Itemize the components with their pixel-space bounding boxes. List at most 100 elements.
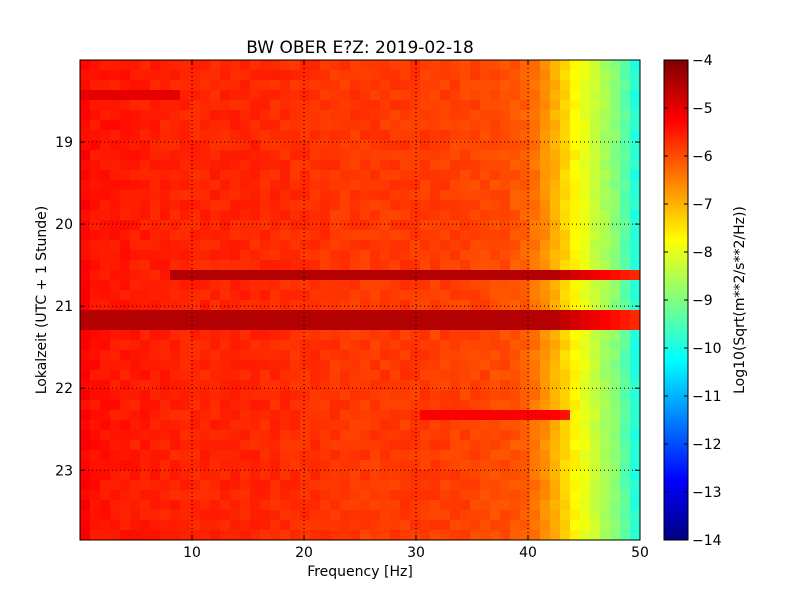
heatmap-cell [620, 190, 631, 201]
heatmap-cell [430, 500, 441, 511]
heatmap-cell [540, 470, 551, 481]
heatmap-cell [240, 70, 251, 81]
heatmap-cell [380, 190, 391, 201]
heatmap-cell [80, 380, 91, 391]
heatmap-cell [430, 110, 441, 121]
heatmap-cell [180, 450, 191, 461]
heatmap-cell [120, 120, 131, 131]
heatmap-cell [590, 140, 601, 151]
heatmap-cell [440, 300, 451, 311]
heatmap-cell [450, 80, 461, 91]
heatmap-cell [240, 110, 251, 121]
heatmap-cell [420, 450, 431, 461]
heatmap-cell [140, 490, 151, 501]
heatmap-cell [110, 190, 121, 201]
heatmap-cell [470, 350, 481, 361]
heatmap-cell [620, 200, 631, 211]
heatmap-cell [590, 60, 601, 71]
heatmap-cell [410, 110, 421, 121]
heatmap-cell [110, 490, 121, 501]
heatmap-cell [470, 250, 481, 261]
heatmap-cell [330, 160, 341, 171]
heatmap-cell [620, 240, 631, 251]
heatmap-cell [470, 290, 481, 301]
heatmap-cell [480, 430, 491, 441]
heatmap-cell [490, 480, 501, 491]
heatmap-cell [110, 320, 121, 331]
heatmap-cell [630, 250, 640, 261]
heatmap-cell [630, 180, 640, 191]
heatmap-cell [250, 250, 261, 261]
heatmap-cell [400, 390, 411, 401]
heatmap-cell [370, 150, 381, 161]
heatmap-cell [450, 400, 461, 411]
heatmap-cell [90, 290, 101, 301]
heatmap-cell [500, 490, 511, 501]
heatmap-cell [390, 210, 401, 221]
heatmap-cell [80, 260, 91, 271]
heatmap-cell [580, 500, 591, 511]
heatmap-cell [620, 340, 631, 351]
colorbar-tick-label: −11 [692, 389, 722, 405]
heatmap-cell [340, 470, 351, 481]
heatmap-cell [110, 400, 121, 411]
heatmap-cell [550, 320, 561, 331]
heatmap-cell [340, 280, 351, 291]
heatmap-cell [340, 310, 351, 321]
heatmap-cell [300, 400, 311, 411]
heatmap-cell [370, 160, 381, 171]
heatmap-cell [610, 90, 621, 101]
heatmap-cell [610, 450, 621, 461]
heatmap-cell [210, 480, 221, 491]
heatmap-cell [360, 60, 371, 71]
heatmap-cell [190, 420, 201, 431]
heatmap-cell [620, 310, 631, 321]
heatmap-cell [150, 60, 161, 71]
heatmap-cell [310, 110, 321, 121]
heatmap-cell [260, 300, 271, 311]
heatmap-cell [230, 60, 241, 71]
heatmap-cell [270, 500, 281, 511]
heatmap-cell [400, 60, 411, 71]
heatmap-cell [270, 220, 281, 231]
heatmap-cell [310, 400, 321, 411]
heatmap-cell [160, 140, 171, 151]
heatmap-cell [220, 430, 231, 441]
heatmap-cell [140, 60, 151, 71]
heatmap-cell [320, 510, 331, 521]
heatmap-cell [130, 440, 141, 451]
heatmap-cell [310, 290, 321, 301]
heatmap-cell [260, 260, 271, 271]
heatmap-cell [600, 200, 611, 211]
heatmap-cell [440, 260, 451, 271]
heatmap-cell [330, 340, 341, 351]
heatmap-cell [440, 410, 451, 421]
heatmap-cell [570, 110, 581, 121]
heatmap-cell [540, 490, 551, 501]
heatmap-cell [610, 170, 621, 181]
heatmap-cell [570, 190, 581, 201]
heatmap-cell [90, 500, 101, 511]
heatmap-cell [430, 120, 441, 131]
heatmap-cell [290, 340, 301, 351]
heatmap-cell [420, 400, 431, 411]
heatmap-cell [270, 340, 281, 351]
heatmap-cell [540, 260, 551, 271]
heatmap-cell [630, 510, 640, 521]
heatmap-cell [280, 490, 291, 501]
heatmap-cell [170, 420, 181, 431]
heatmap-cell [380, 500, 391, 511]
heatmap-cell [630, 280, 640, 291]
heatmap-cell [420, 340, 431, 351]
heatmap-cell [320, 530, 331, 540]
heatmap-cell [180, 520, 191, 531]
heatmap-cell [360, 70, 371, 81]
heatmap-cell [490, 340, 501, 351]
heatmap-cell [160, 410, 171, 421]
heatmap-cell [470, 210, 481, 221]
heatmap-cell [130, 260, 141, 271]
heatmap-cell [260, 530, 271, 540]
heatmap-cell [140, 250, 151, 261]
heatmap-cell [540, 80, 551, 91]
